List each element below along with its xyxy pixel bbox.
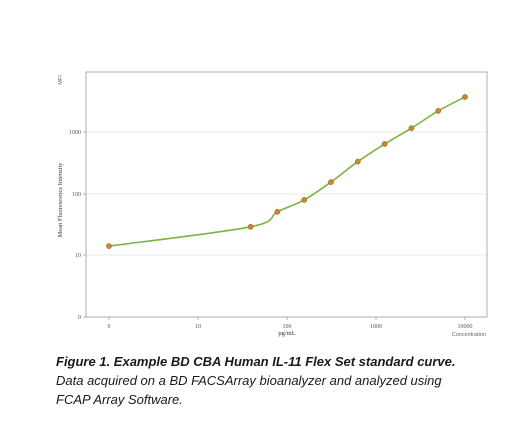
data-point	[301, 197, 308, 203]
x-tick-label: 10	[195, 324, 201, 330]
data-point	[408, 125, 415, 132]
data-point	[462, 94, 468, 100]
y-tick-label: 100	[72, 192, 81, 198]
data-point	[354, 158, 361, 165]
y-tick-label: 0	[78, 315, 81, 321]
y-tick-label: 10	[75, 253, 81, 259]
data-point	[106, 243, 112, 249]
data-point	[435, 108, 442, 114]
data-point	[274, 208, 281, 215]
x-tick-labels: 0 10 100 1000 10000	[108, 317, 473, 330]
plot-frame	[85, 71, 488, 318]
x-tick-label: 1000	[370, 324, 382, 330]
data-points	[106, 94, 468, 249]
x-axis-title: pg/mL	[278, 330, 295, 337]
x-tick-label: 100	[283, 324, 292, 330]
caption-text: Data acquired on a BD FACSArray bioanaly…	[56, 373, 442, 407]
y-axis-title: Mean Fluorescence Intensity	[57, 162, 64, 238]
y-axis-unit-label: MFI	[58, 75, 64, 85]
data-point	[328, 179, 334, 185]
x-axis-note: Concentration	[452, 332, 486, 338]
x-tick-label: 10000	[458, 324, 473, 330]
standard-curve-chart: 0 10 100 1000 10000 0 10 100 1000 MFI Mean Fluo…	[57, 71, 488, 338]
y-tick-labels: 0 10 100 1000	[69, 130, 86, 321]
caption-title: Figure 1. Example BD CBA Human IL-11 Fle…	[56, 354, 456, 369]
data-point	[381, 141, 388, 147]
x-tick-label: 0	[108, 324, 111, 330]
figure-caption: Figure 1. Example BD CBA Human IL-11 Fle…	[56, 352, 476, 409]
gridlines	[86, 131, 487, 256]
data-point	[247, 223, 254, 230]
y-tick-label: 1000	[69, 130, 81, 136]
fitted-curve-line	[108, 96, 466, 247]
